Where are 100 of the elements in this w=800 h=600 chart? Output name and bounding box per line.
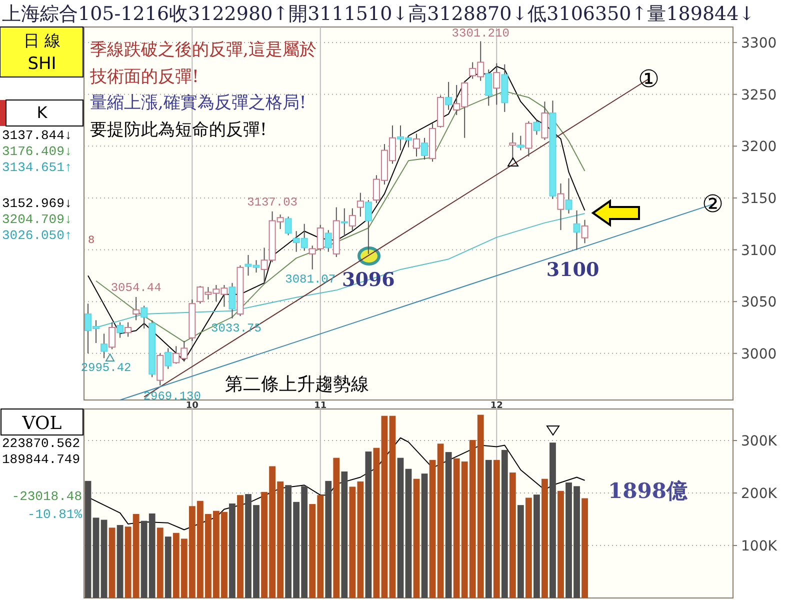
text: 3204.709↓ bbox=[2, 212, 72, 227]
candlestick bbox=[509, 132, 516, 160]
candlestick bbox=[356, 192, 364, 218]
bar bbox=[525, 498, 532, 598]
x-tick-label: 10 bbox=[186, 401, 198, 411]
y-tick-label: 3250 bbox=[741, 87, 777, 104]
bar bbox=[501, 450, 508, 598]
bar bbox=[100, 520, 108, 598]
candlestick bbox=[132, 296, 140, 321]
text: -23018.48 bbox=[12, 489, 82, 504]
annotation: 3054.44 bbox=[110, 280, 162, 295]
candlestick bbox=[485, 68, 492, 106]
y-tick-label: 3300 bbox=[741, 36, 777, 52]
candlestick bbox=[517, 135, 524, 151]
candlestick bbox=[116, 322, 124, 338]
annotation: 1898億 bbox=[608, 478, 688, 503]
y-tick-label: 200K bbox=[741, 486, 778, 502]
text: K bbox=[36, 103, 48, 122]
bar bbox=[325, 480, 332, 598]
bar bbox=[493, 460, 500, 598]
candlestick bbox=[533, 118, 540, 136]
bar bbox=[437, 444, 444, 598]
text: 日 線 bbox=[23, 31, 61, 50]
y-tick-label: 3100 bbox=[741, 242, 777, 259]
bar bbox=[92, 518, 100, 598]
y-tick-label: 3150 bbox=[741, 190, 777, 207]
candlestick bbox=[140, 305, 148, 330]
candlestick bbox=[108, 322, 116, 350]
annotation: 3100 bbox=[546, 258, 600, 281]
bar bbox=[229, 504, 236, 598]
candlestick bbox=[445, 81, 452, 110]
candlestick bbox=[164, 348, 172, 370]
candlestick bbox=[581, 219, 588, 244]
text: 3152.969↓ bbox=[2, 196, 72, 211]
bar bbox=[373, 448, 380, 598]
candlestick bbox=[324, 230, 332, 252]
bar bbox=[116, 525, 124, 598]
bar bbox=[237, 495, 244, 598]
bar bbox=[534, 494, 540, 598]
y-tick-label: 3200 bbox=[741, 139, 777, 156]
bar bbox=[164, 536, 172, 598]
candlestick bbox=[557, 182, 564, 231]
candlestick bbox=[421, 137, 428, 160]
text: SHI bbox=[28, 54, 56, 74]
bar bbox=[429, 460, 436, 598]
text: -10.81% bbox=[27, 507, 82, 522]
candlestick bbox=[100, 333, 108, 359]
bar bbox=[509, 472, 516, 598]
bar bbox=[445, 452, 452, 598]
annotation: ① bbox=[638, 68, 660, 95]
bar bbox=[582, 498, 588, 598]
bar bbox=[84, 480, 92, 598]
bar bbox=[542, 478, 548, 598]
bar bbox=[397, 458, 404, 598]
candlestick bbox=[228, 282, 236, 319]
text: 3137.844↓ bbox=[2, 128, 72, 143]
annotation: 要提防此為短命的反彈! bbox=[90, 120, 267, 140]
annotation: 量縮上漲,確實為反彈之格局! bbox=[90, 93, 306, 113]
annotation: 8 bbox=[88, 235, 95, 247]
bar bbox=[550, 442, 556, 598]
bar bbox=[405, 468, 412, 598]
text: 3026.050↑ bbox=[2, 228, 72, 243]
candlestick bbox=[340, 208, 348, 237]
bar bbox=[341, 471, 348, 598]
annotation: 季線跌破之後的反彈,這是屬於 bbox=[90, 40, 316, 60]
candlestick bbox=[493, 62, 500, 106]
text: 3134.651↑ bbox=[2, 160, 72, 175]
bar bbox=[333, 458, 340, 598]
y-tick-label: 3050 bbox=[741, 294, 777, 311]
candlestick bbox=[364, 200, 372, 254]
annotation: 第二條上升趨勢線 bbox=[225, 374, 369, 395]
x-tick-label: 11 bbox=[314, 401, 327, 411]
chart-title: 上海綜合105-1216收3122980↑開3111510↓高3128870↓低3106350↑量189844↓ bbox=[2, 3, 755, 25]
bar bbox=[389, 416, 396, 598]
text: VOL bbox=[21, 413, 62, 434]
y-tick-label: 100K bbox=[741, 538, 778, 554]
bar bbox=[156, 528, 164, 598]
y-tick-label: 3000 bbox=[741, 346, 777, 362]
annotation: ② bbox=[702, 193, 724, 220]
bar bbox=[365, 452, 372, 598]
candlestick bbox=[573, 210, 580, 250]
bar bbox=[421, 474, 428, 598]
bar bbox=[381, 416, 388, 598]
bar bbox=[558, 490, 564, 598]
candlestick bbox=[124, 322, 132, 338]
text: 223870.562 bbox=[2, 436, 80, 451]
bar bbox=[108, 528, 116, 598]
x-tick-label: 12 bbox=[490, 401, 503, 411]
annotation: 3301.210 bbox=[452, 26, 510, 40]
bar bbox=[517, 505, 524, 598]
text: 189844.749 bbox=[2, 452, 80, 467]
candlestick bbox=[284, 216, 292, 236]
candlestick bbox=[565, 178, 572, 214]
annotation: 技術面的反彈! bbox=[89, 67, 199, 87]
text: 3176.409↓ bbox=[2, 144, 72, 159]
annotation: 3137.03 bbox=[247, 195, 298, 210]
candlestick bbox=[413, 133, 420, 158]
candlestick bbox=[348, 208, 356, 232]
bar bbox=[485, 460, 492, 598]
y-tick-label: 300K bbox=[741, 434, 778, 450]
